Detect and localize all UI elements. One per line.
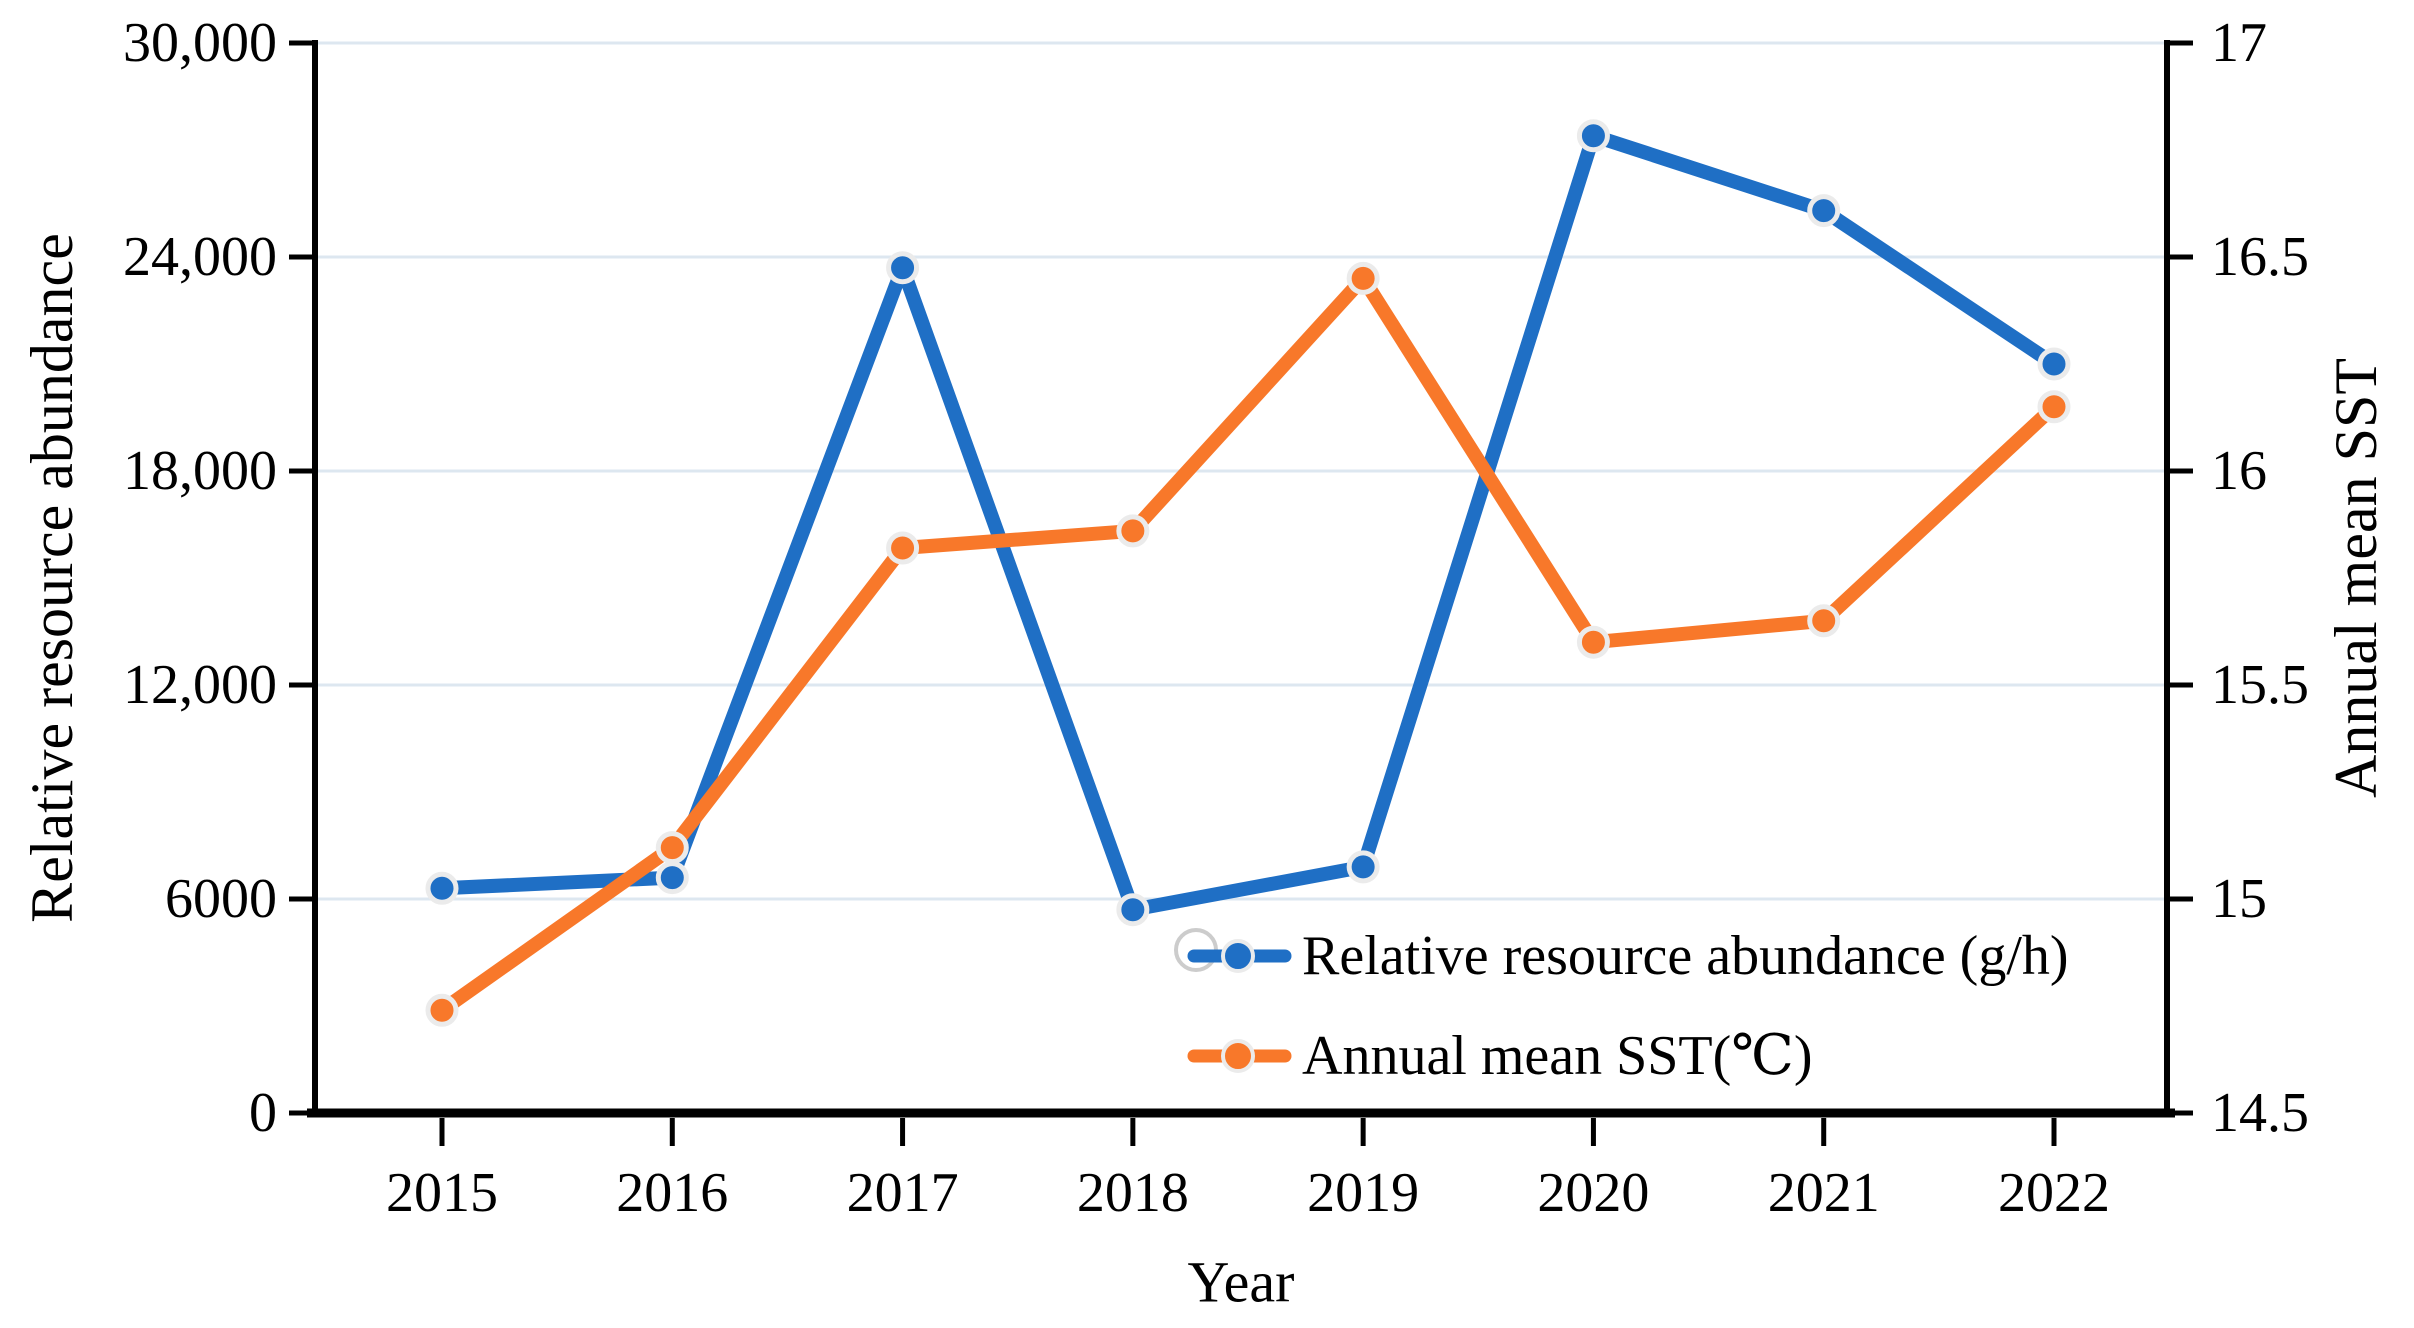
data-point-abundance-2020 (1576, 119, 1610, 153)
data-point-abundance-2015 (425, 871, 459, 905)
y-right-tick-label: 17 (2211, 12, 2267, 74)
x-tick-label: 2022 (1998, 1162, 2110, 1224)
data-point-sst-2015 (425, 993, 459, 1027)
legend: Relative resource abundance (g/h) Annual… (1174, 925, 2069, 1087)
data-point-sst-2022 (2037, 390, 2071, 424)
x-axis-title: Year (1188, 1250, 1295, 1315)
x-tick-label: 2018 (1077, 1162, 1189, 1224)
y-left-tick-label: 24,000 (123, 226, 277, 288)
right-axis-title: Annual mean SST (2323, 358, 2389, 798)
y-right-tick-label: 16 (2211, 440, 2267, 502)
data-point-sst-2017 (886, 531, 920, 565)
y-right-tick-label: 15 (2211, 868, 2267, 930)
legend-label-sst: Annual mean SST(℃) (1302, 1025, 1813, 1087)
y-left-tick-label: 0 (249, 1082, 277, 1144)
data-point-sst-2019 (1346, 261, 1380, 295)
data-point-abundance-2022 (2037, 347, 2071, 381)
y-left-tick-label: 6000 (165, 868, 277, 930)
series-line-abundance (435, 128, 2061, 917)
x-tick-label: 2020 (1537, 1162, 1649, 1224)
y-right-tick-label: 16.5 (2211, 226, 2309, 288)
data-point-abundance-2019 (1346, 850, 1380, 884)
x-tick-label: 2021 (1768, 1162, 1880, 1224)
y-right-tick-label: 15.5 (2211, 654, 2309, 716)
y-left-tick-label: 30,000 (123, 12, 277, 74)
legend-marker-sst-icon (1221, 1039, 1255, 1073)
x-tick-label: 2015 (386, 1162, 498, 1224)
legend-label-abundance: Relative resource abundance (g/h) (1302, 925, 2069, 987)
y-left-tick-label: 12,000 (123, 654, 277, 716)
x-tick-label: 2019 (1307, 1162, 1419, 1224)
x-tick-label: 2017 (847, 1162, 959, 1224)
series-line-sst (435, 271, 2061, 1018)
data-point-sst-2016 (655, 831, 689, 865)
data-point-sst-2021 (1807, 604, 1841, 638)
data-point-abundance-2017 (886, 251, 920, 285)
data-point-abundance-2016 (655, 861, 689, 895)
y-left-tick-label: 18,000 (123, 440, 277, 502)
legend-marker-abundance-icon (1221, 939, 1255, 973)
data-point-sst-2020 (1576, 625, 1610, 659)
left-axis-title: Relative resource abundance (19, 233, 85, 923)
y-right-tick-label: 14.5 (2211, 1082, 2309, 1144)
data-point-sst-2018 (1116, 514, 1150, 548)
x-tick-label: 2016 (616, 1162, 728, 1224)
data-point-abundance-2018 (1116, 893, 1150, 927)
chart-plot-area: 0 6000 12,000 18,000 24,000 30,000 14.5 15 15.5 1… (123, 12, 2309, 1224)
data-point-abundance-2021 (1807, 194, 1841, 228)
